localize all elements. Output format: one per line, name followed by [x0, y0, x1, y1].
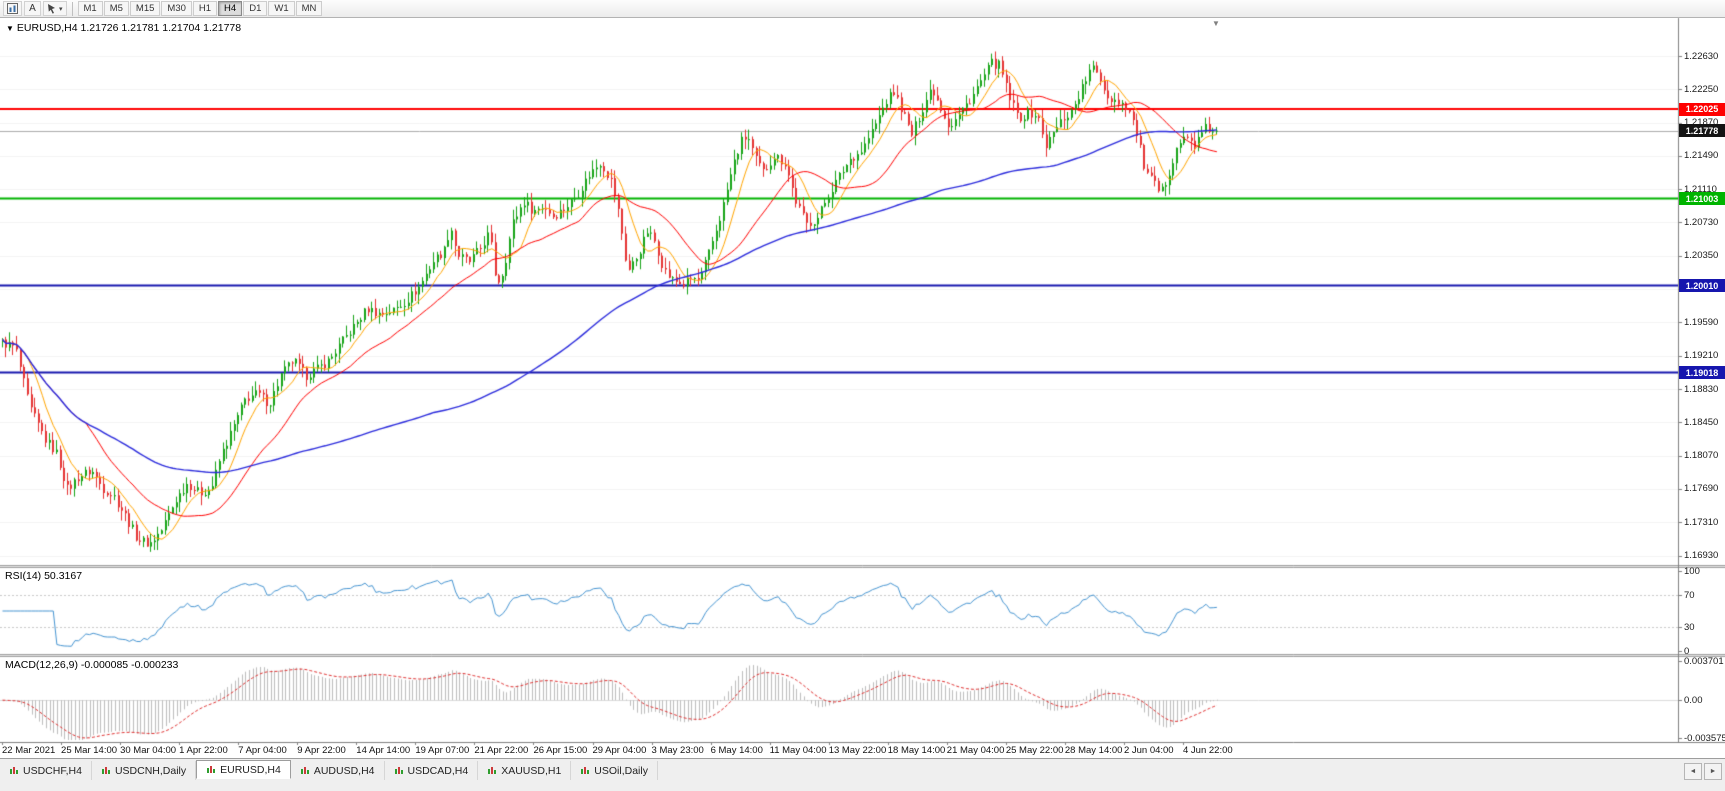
date-axis-label: 4 Jun 22:00	[1183, 745, 1233, 756]
chart-tab-audusd-h4[interactable]: AUDUSD,H4	[291, 761, 385, 780]
date-axis-label: 21 May 04:00	[946, 745, 1005, 756]
price-axis-label: 1.22630	[1684, 50, 1719, 62]
toolbar-separator	[71, 1, 73, 16]
date-axis-label: 30 Mar 04:00	[120, 745, 177, 756]
cursor-tool-button[interactable]: ▾	[43, 1, 67, 16]
date-axis-label: 29 Apr 04:00	[592, 745, 647, 756]
chart-tab-xauusd-h1[interactable]: XAUUSD,H1	[478, 761, 572, 780]
rsi-axis-label: 0	[1684, 645, 1690, 657]
level-price-tag: 1.20010	[1679, 279, 1725, 293]
date-axis-label: 14 Apr 14:00	[356, 745, 411, 756]
price-axis-label: 1.21870	[1684, 117, 1719, 129]
chart-tab-usdchf-h4[interactable]: USDCHF,H4	[0, 761, 92, 780]
macd-axis-label: 0.003701	[1684, 655, 1724, 667]
price-axis-label: 1.17690	[1684, 483, 1719, 495]
tabs-scroll-controls: ◄ ►	[1684, 763, 1722, 780]
mini-chart-icon	[394, 766, 403, 774]
chart-tab-label: USDCNH,Daily	[114, 764, 187, 777]
price-chart-canvas[interactable]	[0, 0, 1725, 758]
rsi-axis-label: 30	[1684, 621, 1695, 633]
date-axis-label: 26 Apr 15:00	[533, 745, 588, 756]
price-axis-label: 1.18450	[1684, 416, 1719, 428]
date-axis-label: 25 May 22:00	[1005, 745, 1064, 756]
date-axis-label: 28 May 14:00	[1064, 745, 1123, 756]
timeframe-button-m15[interactable]: M15	[129, 1, 161, 16]
price-axis-label: 1.21110	[1684, 183, 1717, 195]
text-tool-button[interactable]: A	[24, 1, 41, 16]
macd-axis-label: 0.00	[1684, 694, 1703, 706]
chart-tabs-bar: USDCHF,H4 USDCNH,Daily EURUSD,H4 AUDUSD,H4 U…	[0, 758, 1725, 791]
chart-tab-usdcnh-daily[interactable]: USDCNH,Daily	[92, 761, 197, 780]
date-axis-label: 18 May 14:00	[887, 745, 946, 756]
tabs-scroll-right-button[interactable]: ►	[1704, 763, 1722, 780]
date-axis-label: 19 Apr 07:00	[415, 745, 470, 756]
current-price-tag: 1.21778	[1679, 124, 1725, 138]
chart-tab-label: XAUUSD,H1	[501, 764, 562, 777]
price-axis-label: 1.16930	[1684, 550, 1719, 561]
chart-tab-label: USOil,Daily	[594, 764, 648, 777]
date-axis-label: 13 May 22:00	[828, 745, 887, 756]
caret-down-icon: ▾	[59, 5, 63, 13]
price-axis-label: 1.22250	[1684, 83, 1719, 95]
date-axis-label: 2 Jun 04:00	[1123, 745, 1174, 756]
tabs-scroll-left-button[interactable]: ◄	[1684, 763, 1702, 780]
timeframe-button-m5[interactable]: M5	[103, 1, 129, 16]
symbol-ohlc-label: ▼ EURUSD,H4 1.21726 1.21781 1.21704 1.217…	[6, 22, 241, 34]
chart-tab-usdcad-h4[interactable]: USDCAD,H4	[385, 761, 479, 780]
price-axis-label: 1.18070	[1684, 450, 1719, 462]
level-price-tag: 1.21003	[1679, 192, 1725, 206]
date-axis-label: 1 Apr 22:00	[179, 745, 228, 756]
price-axis-label: 1.19210	[1684, 350, 1719, 362]
price-axis-label: 1.20730	[1684, 217, 1719, 228]
chart-tab-eurusd-h4[interactable]: EURUSD,H4	[196, 760, 291, 779]
chart-tab-label: EURUSD,H4	[220, 763, 281, 776]
chart-window-icon[interactable]	[3, 1, 22, 16]
rsi-axis-label: 70	[1684, 589, 1695, 601]
timeframe-button-mn[interactable]: MN	[295, 1, 323, 16]
mini-chart-icon	[10, 766, 18, 774]
date-axis-label: 6 May 14:00	[710, 745, 763, 756]
shift-marker-icon: ▼	[1212, 19, 1220, 28]
date-axis-label: 3 May 23:00	[651, 745, 704, 756]
date-axis-label: 9 Apr 22:00	[297, 745, 346, 756]
mini-chart-icon	[101, 766, 110, 774]
timeframe-buttons: M1 M5 M15 M30 H1 H4 D1 W1 MN	[77, 1, 323, 16]
chart-tab-usoil-daily[interactable]: USOil,Daily	[571, 761, 658, 780]
mini-chart-icon	[300, 766, 309, 774]
timeframe-button-h4[interactable]: H4	[218, 1, 243, 16]
timeframe-button-m1[interactable]: M1	[77, 1, 103, 16]
macd-axis-label: -0.003575	[1684, 732, 1725, 744]
timeframe-button-d1[interactable]: D1	[243, 1, 268, 16]
price-axis-label: 1.17310	[1684, 516, 1719, 528]
symbol-ohlc-text: EURUSD,H4 1.21726 1.21781 1.21704 1.2177…	[16, 22, 242, 34]
level-price-tag: 1.19018	[1679, 366, 1725, 380]
level-price-tag: 1.22025	[1679, 102, 1725, 116]
price-axis-label: 1.21490	[1684, 150, 1719, 162]
date-axis-label: 22 Mar 2021	[2, 745, 56, 756]
collapse-arrow-icon[interactable]: ▼	[6, 24, 14, 33]
mini-chart-icon	[207, 765, 216, 773]
tabs: USDCHF,H4 USDCNH,Daily EURUSD,H4 AUDUSD,H4 U…	[0, 760, 1725, 780]
top-toolbar: A ▾ M1 M5 M15 M30 H1 H4 D1 W1 MN	[0, 0, 1725, 18]
macd-label: MACD(12,26,9) -0.000085 -0.000233	[5, 659, 179, 671]
price-axis-label: 1.20350	[1684, 250, 1719, 262]
date-axis-label: 11 May 04:00	[769, 745, 827, 756]
rsi-label: RSI(14) 50.3167	[5, 570, 83, 582]
chart-tab-label: USDCAD,H4	[407, 764, 469, 777]
price-axis-label: 1.18830	[1684, 383, 1719, 395]
timeframe-button-w1[interactable]: W1	[268, 1, 295, 16]
rsi-axis-label: 100	[1684, 565, 1700, 577]
chart-tab-label: AUDUSD,H4	[313, 764, 375, 777]
date-axis-label: 25 Mar 14:00	[61, 745, 118, 756]
mini-chart-icon	[581, 766, 590, 774]
date-axis-label: 7 Apr 04:00	[238, 745, 287, 756]
date-axis-label: 21 Apr 22:00	[474, 745, 529, 756]
price-axis-label: 1.19590	[1684, 316, 1719, 328]
mini-chart-icon	[488, 766, 497, 774]
timeframe-button-h1[interactable]: H1	[192, 1, 218, 16]
chart-tab-label: USDCHF,H4	[23, 764, 82, 777]
timeframe-button-m30[interactable]: M30	[161, 1, 192, 16]
